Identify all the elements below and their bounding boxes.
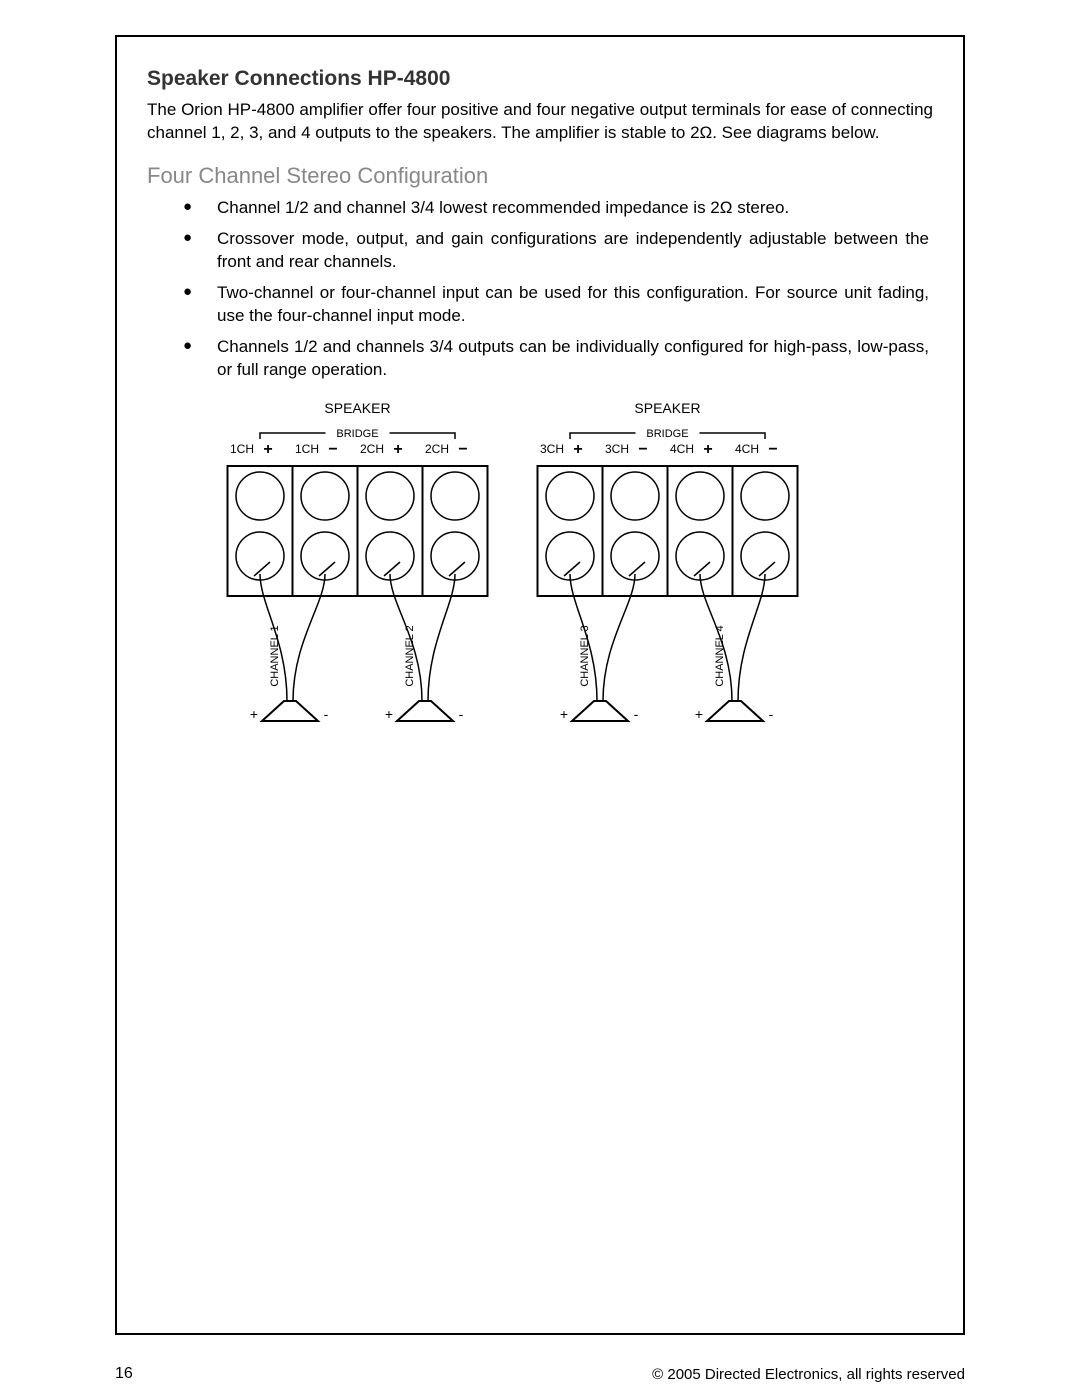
svg-text:+: +	[263, 441, 272, 458]
svg-text:CHANNEL 1: CHANNEL 1	[269, 626, 281, 687]
svg-text:+: +	[695, 706, 703, 722]
svg-text:3CH: 3CH	[605, 442, 629, 456]
svg-text:+: +	[385, 706, 393, 722]
svg-text:−: −	[638, 441, 647, 458]
intro-paragraph: The Orion HP-4800 amplifier offer four p…	[147, 99, 933, 145]
section-title: Speaker Connections HP-4800	[147, 67, 933, 91]
copyright-text: © 2005 Directed Electronics, all rights …	[652, 1366, 965, 1383]
svg-text:1CH: 1CH	[230, 442, 254, 456]
wiring-diagram: SPEAKERBRIDGE1CH+1CH−2CH+2CH−CHANNEL 1+-…	[147, 401, 933, 746]
svg-text:−: −	[458, 441, 467, 458]
svg-text:4CH: 4CH	[670, 442, 694, 456]
page-frame: Speaker Connections HP-4800 The Orion HP…	[115, 35, 965, 1335]
svg-text:+: +	[703, 441, 712, 458]
svg-text:+: +	[560, 706, 568, 722]
svg-text:-: -	[459, 706, 464, 722]
svg-text:BRIDGE: BRIDGE	[646, 428, 688, 440]
svg-text:+: +	[393, 441, 402, 458]
svg-text:2CH: 2CH	[425, 442, 449, 456]
bullet-item: Channels 1/2 and channels 3/4 outputs ca…	[217, 336, 933, 382]
bullet-item: Channel 1/2 and channel 3/4 lowest recom…	[217, 197, 933, 220]
svg-text:CHANNEL 2: CHANNEL 2	[404, 626, 416, 687]
svg-text:-: -	[634, 706, 639, 722]
svg-text:CHANNEL 3: CHANNEL 3	[579, 626, 591, 687]
svg-text:CHANNEL 4: CHANNEL 4	[714, 626, 726, 687]
svg-text:−: −	[328, 441, 337, 458]
svg-text:SPEAKER: SPEAKER	[634, 401, 700, 416]
page-number: 16	[115, 1365, 133, 1383]
svg-text:-: -	[324, 706, 329, 722]
svg-text:3CH: 3CH	[540, 442, 564, 456]
svg-text:-: -	[769, 706, 774, 722]
svg-text:4CH: 4CH	[735, 442, 759, 456]
bullet-item: Crossover mode, output, and gain configu…	[217, 228, 933, 274]
bullet-item: Two-channel or four-channel input can be…	[217, 282, 933, 328]
svg-text:+: +	[573, 441, 582, 458]
svg-text:SPEAKER: SPEAKER	[324, 401, 390, 416]
svg-text:+: +	[250, 706, 258, 722]
svg-text:2CH: 2CH	[360, 442, 384, 456]
bullet-list: Channel 1/2 and channel 3/4 lowest recom…	[147, 197, 933, 382]
subheading: Four Channel Stereo Configuration	[147, 163, 933, 189]
svg-text:1CH: 1CH	[295, 442, 319, 456]
svg-text:BRIDGE: BRIDGE	[336, 428, 378, 440]
svg-text:−: −	[768, 441, 777, 458]
